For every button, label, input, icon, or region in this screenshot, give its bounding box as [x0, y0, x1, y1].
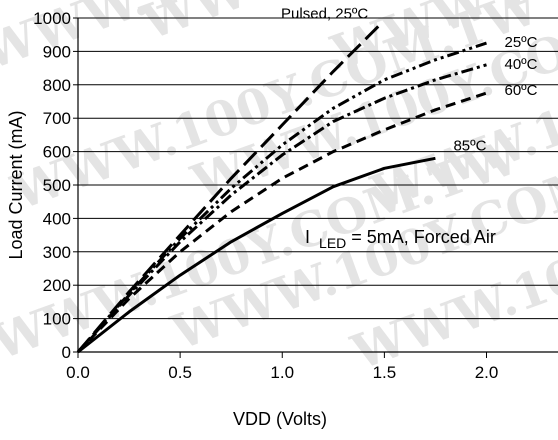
series-line-40ºC: [76, 63, 487, 354]
series-label: 40ºC: [505, 56, 538, 73]
series-label: 60ºC: [505, 82, 538, 99]
y-tick-label: 800: [43, 76, 71, 95]
x-tick-label: 1.5: [373, 363, 397, 382]
series-line-60ºC: [76, 91, 487, 354]
series-layer: [76, 25, 487, 354]
y-tick-label: 500: [43, 176, 71, 195]
condition-annotation: I LED = 5mA, Forced Air: [305, 227, 496, 252]
y-tick-label: 0: [62, 343, 71, 362]
y-tick-label: 1000: [33, 9, 71, 28]
x-axis-title: VDD (Volts): [233, 409, 327, 429]
y-tick-label: 300: [43, 243, 71, 262]
series-line-85ºC: [77, 156, 436, 354]
y-tick-label: 100: [43, 310, 71, 329]
y-tick-label: 200: [43, 276, 71, 295]
y-tick-label: 600: [43, 143, 71, 162]
watermark-layer: WWW.100Y.COM.TWWWW.100Y.COM.TWWWW.100Y.C…: [0, 0, 558, 382]
y-tick-label: 700: [43, 109, 71, 128]
series-label: Pulsed, 25ºC: [281, 5, 368, 22]
annotation-suffix: = 5mA, Forced Air: [351, 227, 496, 247]
y-tick-label: 400: [43, 209, 71, 228]
x-tick-label: 2.0: [475, 363, 499, 382]
annotation-prefix: I: [305, 227, 310, 247]
axis-layer: 0 100 200 300 400 500 600 700 800 900 1000 0.0 0.5 1.…: [33, 9, 558, 382]
x-tick-label: 0.0: [66, 363, 90, 382]
annotation-subscript: LED: [319, 235, 346, 251]
series-label: 25ºC: [505, 34, 538, 51]
series-label: 85ºC: [453, 137, 486, 154]
label-layer: Pulsed, 25ºC 25ºC 40ºC 60ºC 85ºC: [281, 5, 538, 154]
x-tick-label: 0.5: [168, 363, 192, 382]
y-tick-label: 900: [43, 42, 71, 61]
y-axis-title: Load Current (mA): [6, 110, 26, 259]
x-tick-label: 1.0: [270, 363, 294, 382]
